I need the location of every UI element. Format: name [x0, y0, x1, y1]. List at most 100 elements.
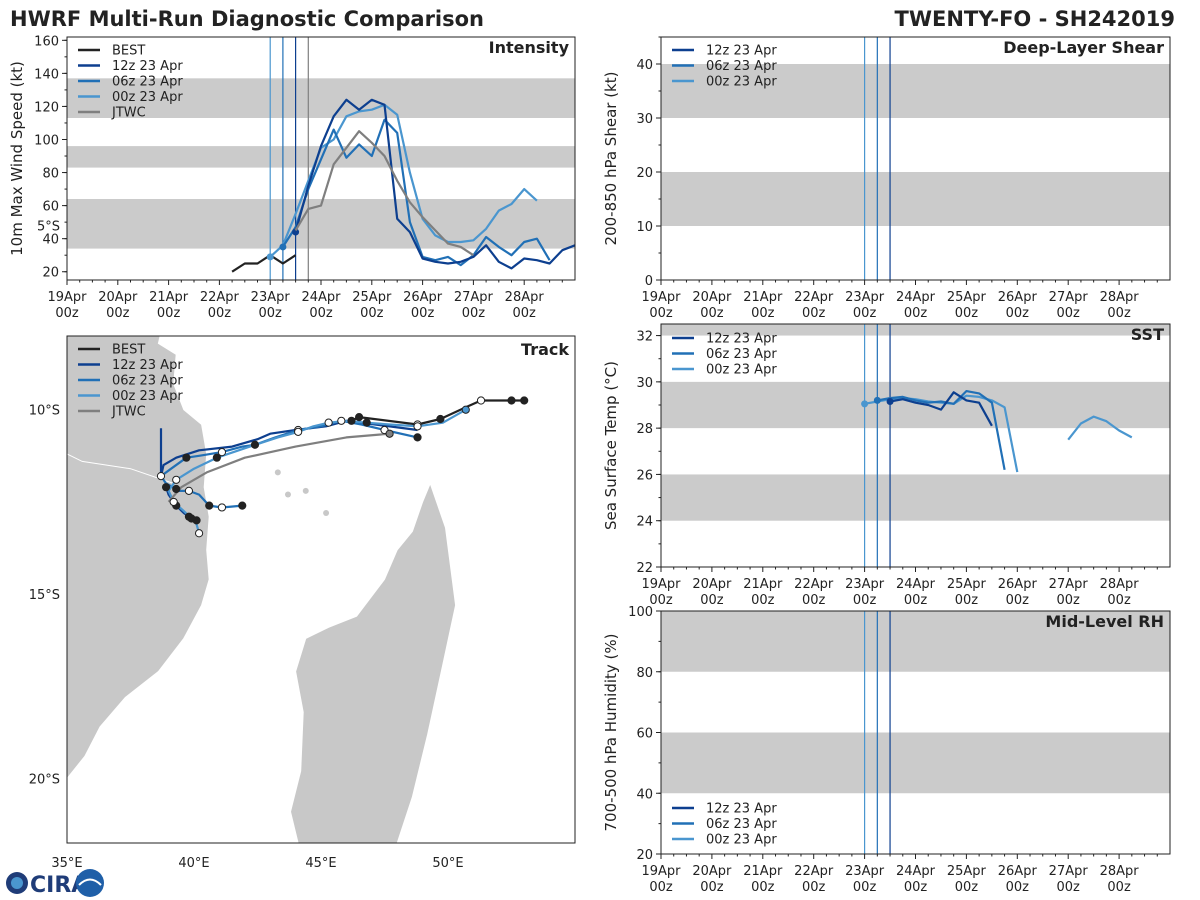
track-position-marker: [187, 514, 196, 523]
intensity-xtick-label: 00z: [462, 306, 486, 321]
cira-globe-inner: [11, 877, 23, 889]
track-legend-label: 00z 23 Apr: [112, 389, 183, 404]
shear-xtick-label: 00z: [1057, 306, 1081, 321]
sst-series-00z-23-apr-1: [1067, 415, 1133, 441]
sst-xtick-label: 25Apr: [947, 577, 987, 592]
madagascar-landmass: [289, 482, 457, 843]
shear-xtick-label: 22Apr: [794, 290, 834, 305]
track-position-marker: [184, 486, 194, 495]
intensity-xtick-label: 00z: [309, 306, 333, 321]
cira-logo: CIRA: [6, 869, 104, 898]
intensity-xtick-label: 19Apr: [47, 290, 87, 305]
intensity-ytick-label: 120: [34, 100, 59, 115]
intensity-legend-label: JTWC: [111, 106, 146, 121]
intensity-series-06z-23-apr-2: [281, 118, 551, 267]
shear-xtick-label: 00z: [751, 306, 775, 321]
comoros-island: [302, 487, 309, 494]
rh-xtick-label: 00z: [700, 880, 724, 895]
sst-series-12z-23-apr-3: [889, 391, 993, 427]
rh-xtick-label: 20Apr: [692, 864, 732, 879]
track-position-marker: [194, 529, 204, 538]
track-position-marker: [250, 440, 260, 449]
track-position-marker: [212, 453, 221, 462]
intensity-ytick-label: 80: [42, 167, 59, 182]
shear-xtick-label: 00z: [802, 306, 826, 321]
intensity-xtick-label: 00z: [208, 306, 232, 321]
track-position-marker: [413, 433, 422, 442]
sst-xtick-label: 00z: [751, 593, 775, 608]
track-position-marker: [294, 427, 303, 436]
track-position-marker: [324, 418, 333, 427]
sst-series-06z-23-apr-2: [877, 390, 1006, 471]
shear-legend-label: 00z 23 Apr: [706, 75, 777, 90]
track-position-marker: [520, 396, 529, 405]
track-position-marker: [355, 413, 364, 422]
shear-xtick-label: 26Apr: [998, 290, 1038, 305]
track-position-marker: [238, 501, 247, 510]
rh-band-0: [661, 732, 1170, 794]
shear-xtick-label: 00z: [1006, 306, 1030, 321]
track-position-marker: [337, 416, 346, 425]
sst-plot-area: [661, 324, 1170, 567]
track-legend-label: JTWC: [111, 405, 146, 420]
shear-ytick-label: 0: [645, 274, 653, 289]
shear-ytick-label: 20: [636, 166, 653, 181]
rh-plot-area: [661, 611, 1170, 854]
rh-xtick-label: 28Apr: [1100, 864, 1140, 879]
track-position-marker: [217, 503, 227, 512]
track-lat-label: 20°S: [29, 772, 60, 787]
rh-ytick-label: 60: [636, 727, 653, 742]
rh-xtick-label: 25Apr: [947, 864, 987, 879]
track-position-marker: [413, 422, 422, 431]
rh-xtick-label: 21Apr: [743, 864, 783, 879]
intensity-ytick-label: 60: [42, 200, 59, 215]
sst-xtick-label: 00z: [649, 593, 673, 608]
shear-xtick-label: 00z: [955, 306, 979, 321]
intensity-xtick-label: 28Apr: [505, 290, 545, 305]
shear-xtick-label: 28Apr: [1100, 290, 1140, 305]
sst-xtick-label: 00z: [1006, 593, 1030, 608]
track-position-marker: [436, 414, 445, 424]
shear-ytick-label: 10: [636, 220, 653, 235]
sst-xtick-label: 24Apr: [896, 577, 936, 592]
intensity-xtick-label: 24Apr: [301, 290, 341, 305]
sst-band-0: [661, 474, 1170, 521]
intensity-xtick-label: 25Apr: [352, 290, 392, 305]
rh-xtick-label: 00z: [751, 880, 775, 895]
sst-xtick-label: 21Apr: [743, 577, 783, 592]
intensity-xtick-label: 00z: [106, 306, 130, 321]
shear-panel: 19Apr00z20Apr00z21Apr00z22Apr00z23Apr00z…: [602, 36, 1171, 321]
intensity-series-jtwc-4: [294, 130, 475, 257]
shear-panel-label: Deep-Layer Shear: [1003, 38, 1164, 57]
sst-ytick-label: 28: [636, 422, 653, 437]
sst-band-1: [661, 381, 1170, 429]
intensity-ytick-label: 160: [34, 34, 59, 49]
sst-legend-label: 12z 23 Apr: [706, 332, 777, 347]
intensity-band-2: [67, 78, 575, 118]
track-map-area: [67, 336, 529, 843]
intensity-series-best-0: [231, 254, 297, 273]
sst-ytick-label: 24: [636, 515, 653, 530]
track-legend-label: 12z 23 Apr: [112, 358, 183, 373]
shear-xtick-label: 00z: [649, 306, 673, 321]
comoros-island: [274, 469, 281, 476]
country-border: [67, 453, 174, 484]
shear-xtick-label: 20Apr: [692, 290, 732, 305]
track-position-marker: [156, 472, 166, 481]
comoros-island: [284, 491, 291, 498]
track-lon-label: 50°E: [432, 856, 463, 871]
track-00z-23-apr-4: [167, 408, 467, 534]
sst-xtick-label: 00z: [802, 593, 826, 608]
track-position-marker: [507, 396, 516, 405]
rh-xtick-label: 00z: [853, 880, 877, 895]
storm-id: TWENTY-FO - SH242019: [895, 7, 1175, 31]
intensity-xtick-label: 00z: [360, 306, 384, 321]
shear-xtick-label: 25Apr: [947, 290, 987, 305]
track-lon-label: 45°E: [305, 856, 336, 871]
track-position-marker: [169, 497, 178, 507]
track-position-marker: [172, 475, 181, 484]
intensity-plot-area: [67, 37, 575, 280]
rh-y-axis-label: 700-500 hPa Humidity (%): [602, 633, 620, 831]
shear-xtick-label: 24Apr: [896, 290, 936, 305]
rh-legend-label: 12z 23 Apr: [706, 802, 777, 817]
